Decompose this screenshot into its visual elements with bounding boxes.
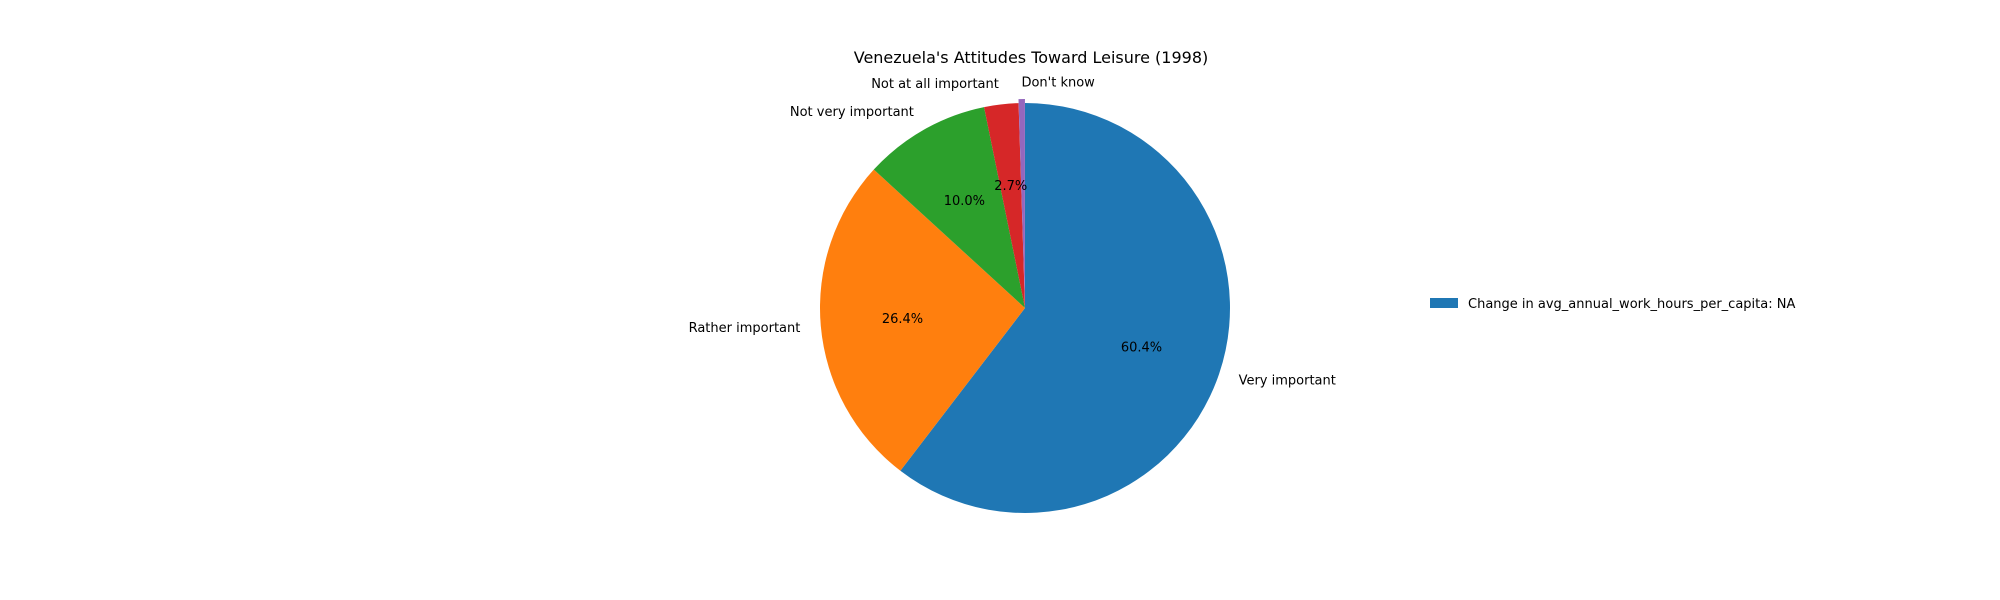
slice-percent-label: 60.4% xyxy=(1121,340,1162,355)
slice-percent-label: 10.0% xyxy=(944,194,985,209)
chart-title: Venezuela's Attitudes Toward Leisure (19… xyxy=(854,48,1209,67)
slice-label: Don't know xyxy=(1021,76,1095,91)
legend-label: Change in avg_annual_work_hours_per_capi… xyxy=(1468,297,1795,312)
pie-slice-very-important xyxy=(900,103,1230,513)
slice-percent-label: 26.4% xyxy=(882,312,923,327)
pie-slice-not-at-all-important xyxy=(984,103,1025,308)
pie-slice-rather-important xyxy=(819,169,1025,471)
slice-label: Not at all important xyxy=(871,77,999,92)
pie-slice-don-t-know xyxy=(1018,99,1025,305)
slice-label: Not very important xyxy=(790,105,914,120)
legend-swatch xyxy=(1430,298,1458,308)
pie-slice-not-very-important xyxy=(873,107,1025,308)
pie-slices xyxy=(819,99,1230,513)
legend: Change in avg_annual_work_hours_per_capi… xyxy=(1430,297,1795,312)
slice-percent-label: 2.7% xyxy=(994,179,1027,194)
slice-label: Rather important xyxy=(689,321,801,336)
pie-percent-labels: 60.4% 26.4% 10.0% 2.7% xyxy=(882,179,1162,356)
pie-slice-labels: Very important Rather important Not very i… xyxy=(689,76,1336,389)
slice-label: Very important xyxy=(1239,373,1336,388)
